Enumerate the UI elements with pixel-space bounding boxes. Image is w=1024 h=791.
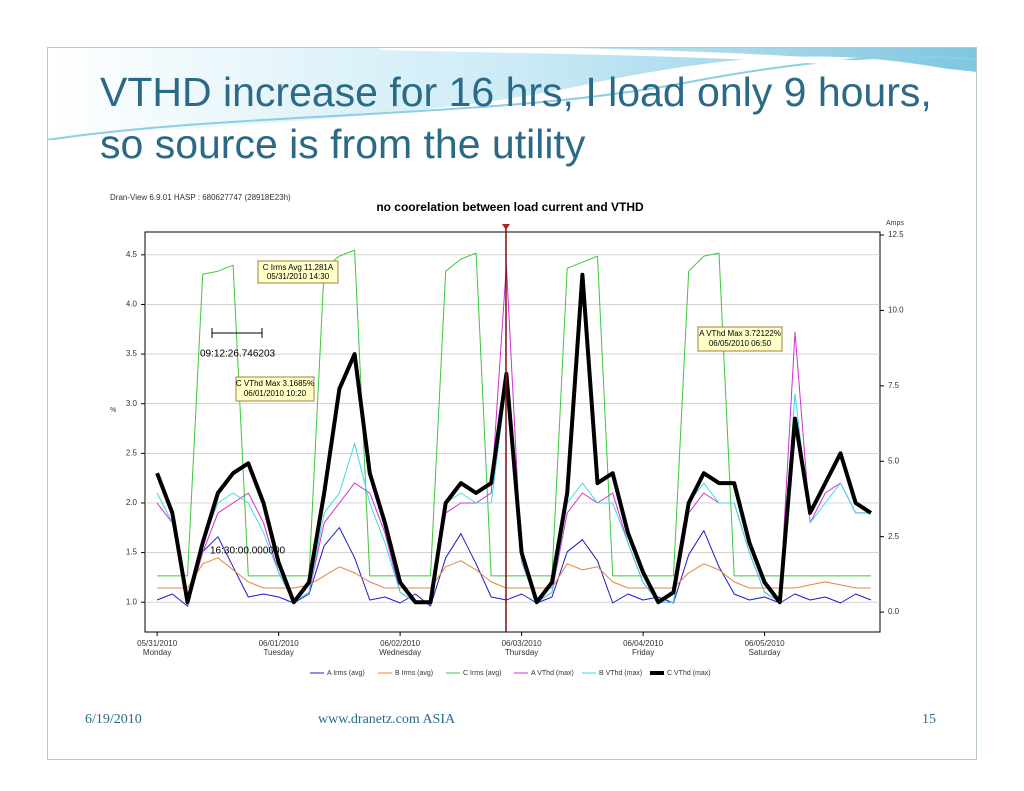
series-line (155, 272, 872, 605)
annotation-text: 16:30:00.000000 (210, 546, 286, 557)
y-tick-label: 2.5 (126, 448, 138, 457)
x-tick-label: 06/04/2010 (623, 639, 664, 648)
y-tick-label: 4.0 (126, 300, 138, 309)
annotation-box (257, 260, 339, 284)
x-day-label: Saturday (749, 648, 781, 657)
y-tick-label: 1.5 (126, 548, 138, 557)
y2-tick-label: 12.5 (888, 230, 904, 239)
x-tick-label: 06/02/2010 (380, 639, 421, 648)
y2-tick-label: 7.5 (888, 381, 900, 390)
x-day-label: Tuesday (263, 648, 293, 657)
y2-tick-label: 2.5 (888, 532, 900, 541)
annotation-text: 06/01/2010 10:20 (244, 389, 307, 398)
x-tick-label: 06/03/2010 (502, 639, 543, 648)
x-tick-label: 06/01/2010 (259, 639, 300, 648)
x-day-label: Wednesday (379, 648, 421, 657)
legend-label: A VThd (max) (531, 670, 574, 677)
legend-label: A Irms (avg) (327, 670, 365, 677)
y-tick-label: 3.5 (126, 349, 138, 358)
footer-text: www.dranetz.com ASIA (318, 712, 456, 727)
y-tick-label: 1.0 (126, 597, 138, 606)
y-tick-label: 4.5 (126, 250, 138, 259)
y2-tick-label: 0.0 (888, 607, 900, 616)
plot-frame (144, 231, 881, 633)
chart-title: no coorelation between load current and … (376, 200, 644, 214)
footer-date: 6/19/2010 (85, 712, 142, 727)
x-day-label: Thursday (505, 648, 538, 657)
legend-label: B VThd (max) (599, 670, 642, 677)
y-tick-label: 3.0 (126, 399, 138, 408)
y-axis-label: % (110, 407, 116, 414)
annotation-text: 09:12:26.746203 (200, 349, 276, 360)
decoration (46, 44, 978, 140)
series-line (157, 249, 871, 577)
annotation-box (235, 376, 315, 402)
page-number: 15 (922, 712, 936, 727)
series-line (156, 527, 872, 607)
cursor-marker (502, 224, 510, 230)
chart-background (90, 190, 920, 690)
slide-title: VTHD increase for 16 hrs, I load only 9 … (100, 69, 932, 167)
legend-label: B Irms (avg) (395, 670, 433, 677)
legend-label: C VThd (max) (667, 670, 711, 677)
annotation-box (697, 326, 783, 352)
annotation-text: C Irms Avg 11.281A (263, 263, 334, 272)
x-day-label: Friday (632, 648, 654, 657)
slide-frame (47, 47, 977, 760)
annotation-text: 06/05/2010 06:50 (709, 339, 772, 348)
annotation: C Irms Avg 11.281A 05/31/2010 14:30 C VT… (200, 260, 783, 557)
annotation-text: 05/31/2010 14:30 (267, 272, 330, 281)
chart-header: Dran-View 6.9.01 HASP : 680627747 (28918… (110, 193, 291, 202)
x-day-label: Monday (143, 648, 171, 657)
y2-axis-label: Amps (886, 220, 904, 227)
y2-tick-label: 10.0 (888, 306, 904, 315)
annotation-text: C VThd Max 3.1685% (236, 379, 314, 388)
x-tick-label: 05/31/2010 (137, 639, 178, 648)
y-tick-label: 2.0 (126, 498, 138, 507)
legend-label: C Irms (avg) (463, 670, 502, 677)
x-tick-label: 06/05/2010 (745, 639, 786, 648)
chart: Dran-View 6.9.01 HASP : 680627747 (28918… (90, 190, 920, 690)
y2-tick-label: 5.0 (888, 456, 900, 465)
series-line (157, 557, 871, 589)
annotation-text: A VThd Max 3.72122% (699, 329, 781, 338)
